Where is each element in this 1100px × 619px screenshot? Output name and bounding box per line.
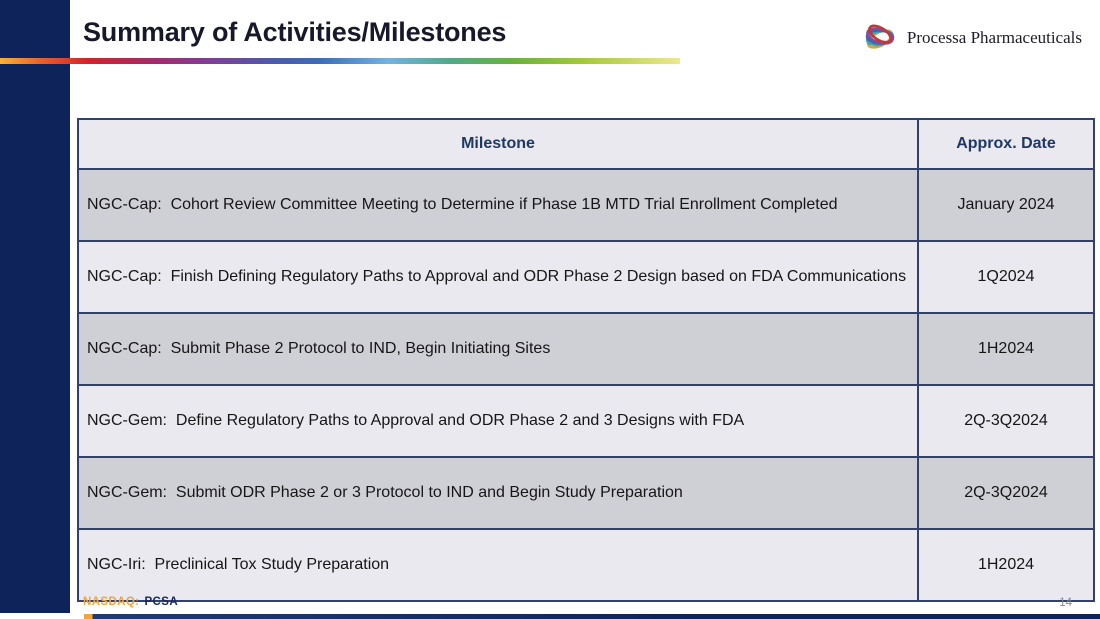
table-row: NGC-Gem: Define Regulatory Paths to Appr… (77, 384, 1095, 458)
table-row: NGC-Cap: Cohort Review Committee Meeting… (77, 168, 1095, 242)
date-cell: January 2024 (917, 168, 1095, 242)
rainbow-divider (0, 58, 680, 64)
table-header-row: Milestone Approx. Date (77, 118, 1095, 170)
date-cell: 1Q2024 (917, 240, 1095, 314)
column-header-approx-date: Approx. Date (917, 118, 1095, 170)
column-header-milestone: Milestone (77, 118, 919, 170)
nasdaq-ticker: NASDAQ: PCSA (83, 596, 178, 608)
company-name: Processa Pharmaceuticals (906, 28, 1082, 47)
milestone-cell: NGC-Gem: Define Regulatory Paths to Appr… (77, 384, 919, 458)
milestone-cell: NGC-Gem: Submit ODR Phase 2 or 3 Protoco… (77, 456, 919, 530)
company-logo: Processa Pharmaceuticals (860, 18, 1082, 58)
milestone-table: Milestone Approx. Date NGC-Cap: Cohort R… (77, 118, 1095, 602)
date-cell: 2Q-3Q2024 (917, 456, 1095, 530)
table-row: NGC-Gem: Submit ODR Phase 2 or 3 Protoco… (77, 456, 1095, 530)
date-cell: 1H2024 (917, 528, 1095, 602)
date-cell: 1H2024 (917, 312, 1095, 386)
milestone-cell: NGC-Iri: Preclinical Tox Study Preparati… (77, 528, 919, 602)
milestone-table-container: Milestone Approx. Date NGC-Cap: Cohort R… (77, 118, 1095, 602)
ticker-symbol: PCSA (144, 596, 179, 608)
table-row: NGC-Cap: Submit Phase 2 Protocol to IND,… (77, 312, 1095, 386)
swirl-rings-icon (865, 24, 895, 49)
milestone-table-body: NGC-Cap: Cohort Review Committee Meeting… (77, 168, 1095, 602)
bottom-accent-bar (84, 614, 1100, 619)
milestone-cell: NGC-Cap: Finish Defining Regulatory Path… (77, 240, 919, 314)
table-row: NGC-Iri: Preclinical Tox Study Preparati… (77, 528, 1095, 602)
milestone-cell: NGC-Cap: Cohort Review Committee Meeting… (77, 168, 919, 242)
nasdaq-label: NASDAQ: (83, 596, 140, 608)
date-cell: 2Q-3Q2024 (917, 384, 1095, 458)
milestone-cell: NGC-Cap: Submit Phase 2 Protocol to IND,… (77, 312, 919, 386)
left-sidebar-bar (0, 0, 70, 613)
table-row: NGC-Cap: Finish Defining Regulatory Path… (77, 240, 1095, 314)
page-title: Summary of Activities/Milestones (83, 17, 507, 47)
page-number: 14 (1059, 597, 1072, 609)
